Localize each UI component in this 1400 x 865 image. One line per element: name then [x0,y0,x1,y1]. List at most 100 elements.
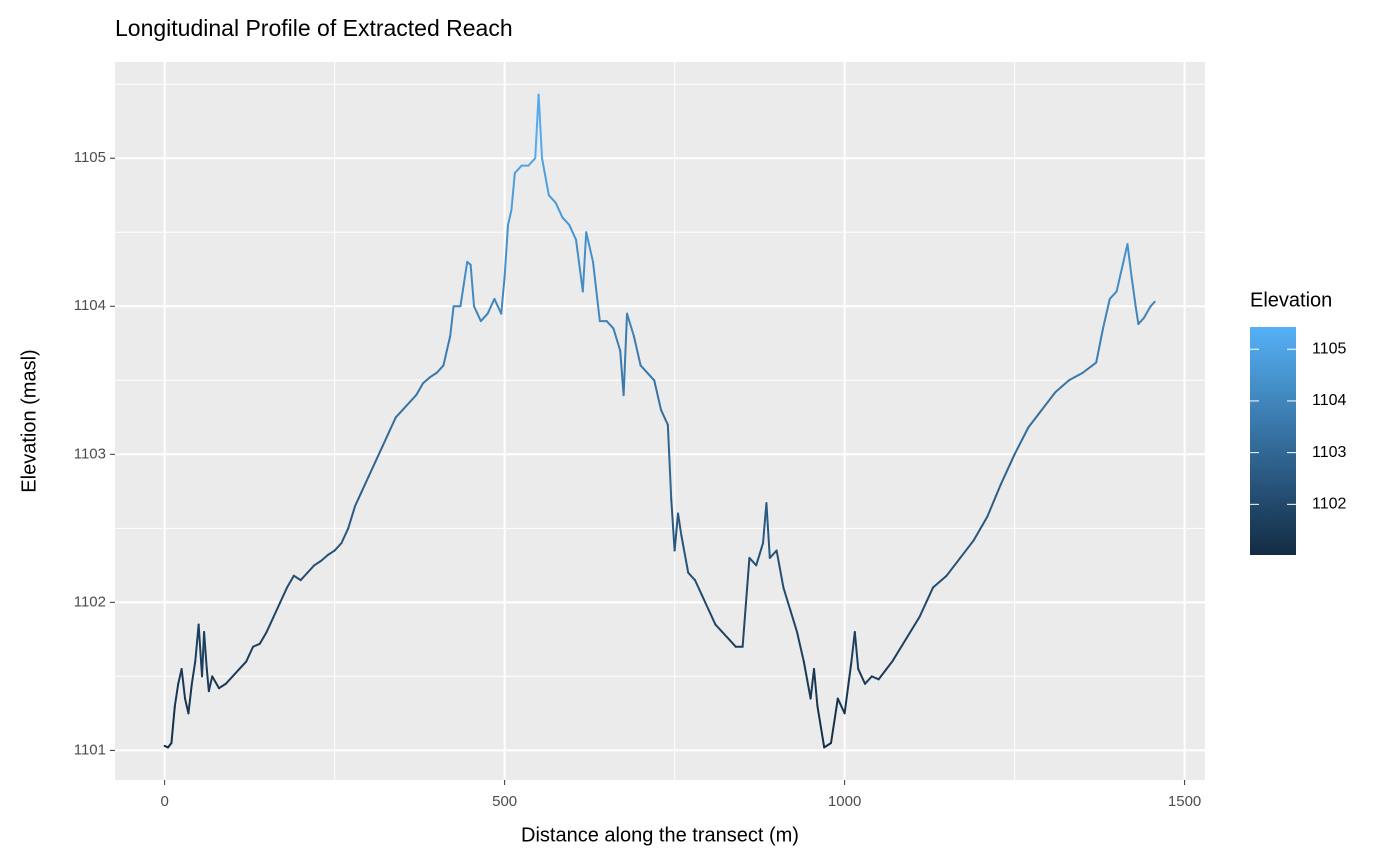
line-segment [782,586,792,611]
line-segment [959,539,975,559]
chart-title: Longitudinal Profile of Extracted Reach [115,15,513,41]
line-segment [653,379,663,411]
line-segment [415,382,425,397]
x-tick-label: 1500 [1168,793,1201,810]
legend-label: 1104 [1312,392,1347,409]
line-segment [360,475,370,493]
line-segment [1134,305,1140,326]
line-segment [537,93,544,160]
line-segment [612,327,622,352]
y-tick-label: 1105 [74,149,106,166]
line-segment [170,704,176,744]
line-segment [449,305,455,337]
line-segment [918,586,935,619]
line-segment [442,334,452,367]
line-segment [748,556,758,567]
line-segment [299,571,309,582]
line-segment [292,574,302,582]
line-segment [1102,297,1111,330]
line-segment [1122,243,1129,263]
line-segment [507,209,513,226]
line-segment [486,297,496,315]
line-segment [203,630,208,670]
line-segment [836,697,846,715]
line-segment [408,394,418,404]
line-segment [503,223,510,278]
line-segment [622,312,629,397]
line-segment [802,660,812,700]
line-segment [626,312,635,337]
line-segment [173,682,180,707]
line-segment [554,201,564,219]
line-segment [187,682,193,715]
line-segment [632,334,642,367]
line-segment [272,601,282,619]
line-segment [765,502,771,559]
line-segment [986,482,1003,518]
line-segment [527,157,537,167]
line-segment [830,697,839,744]
line-segment [581,231,588,293]
line-segment [592,260,601,323]
line-segment [660,408,669,426]
line-segment [813,667,819,707]
line-segment [258,630,268,645]
line-segment [687,571,697,582]
x-tick-label: 0 [160,793,168,810]
line-segment [891,638,907,663]
line-segment [1081,361,1098,374]
line-segment [775,549,785,589]
line-segment [700,593,710,611]
line-segment [224,675,234,685]
line-segment [646,371,656,382]
line-segment [1095,327,1105,364]
line-segment [367,460,377,478]
line-segment [568,223,578,241]
legend-label: 1102 [1312,496,1347,513]
line-segment [265,616,275,633]
line-segment [1130,275,1137,308]
x-axis-title: Distance along the transect (m) [521,824,799,846]
line-segment [500,275,506,315]
line-segment [381,431,391,448]
line-segment [479,312,489,323]
line-segment [422,376,431,385]
legend-title: Elevation [1250,289,1332,311]
line-segment [388,416,397,434]
line-segment [207,675,214,693]
line-segment [1040,391,1057,411]
line-segment [1000,453,1016,485]
line-segment [462,260,469,286]
line-segment [231,667,241,678]
line-segment [394,408,404,419]
line-segment [245,645,255,663]
line-segment [816,704,826,749]
line-segment [1126,243,1133,278]
x-tick-label: 500 [492,793,517,810]
x-tick-label: 1000 [828,793,861,810]
color-bar [1250,327,1296,555]
line-segment [850,630,856,663]
line-segment [435,364,445,374]
line-segment [1013,426,1030,456]
y-tick-label: 1102 [74,593,106,610]
line-segment [670,497,676,552]
line-segment [870,675,880,681]
line-segment [211,675,221,690]
line-segment [728,638,737,648]
line-segment [972,515,989,542]
line-segment [401,401,411,411]
line-segment [306,564,316,574]
line-segment [721,630,731,641]
panel [115,62,1205,780]
line-segment [1115,260,1125,293]
line-segment [320,553,329,562]
line-segment [252,642,261,648]
y-tick-label: 1104 [74,297,106,314]
line-segment [428,371,438,379]
line-segment [707,608,717,626]
line-segment [680,534,690,574]
line-segment [469,263,476,308]
line-segment [205,667,210,693]
y-tick-label: 1101 [74,741,106,758]
